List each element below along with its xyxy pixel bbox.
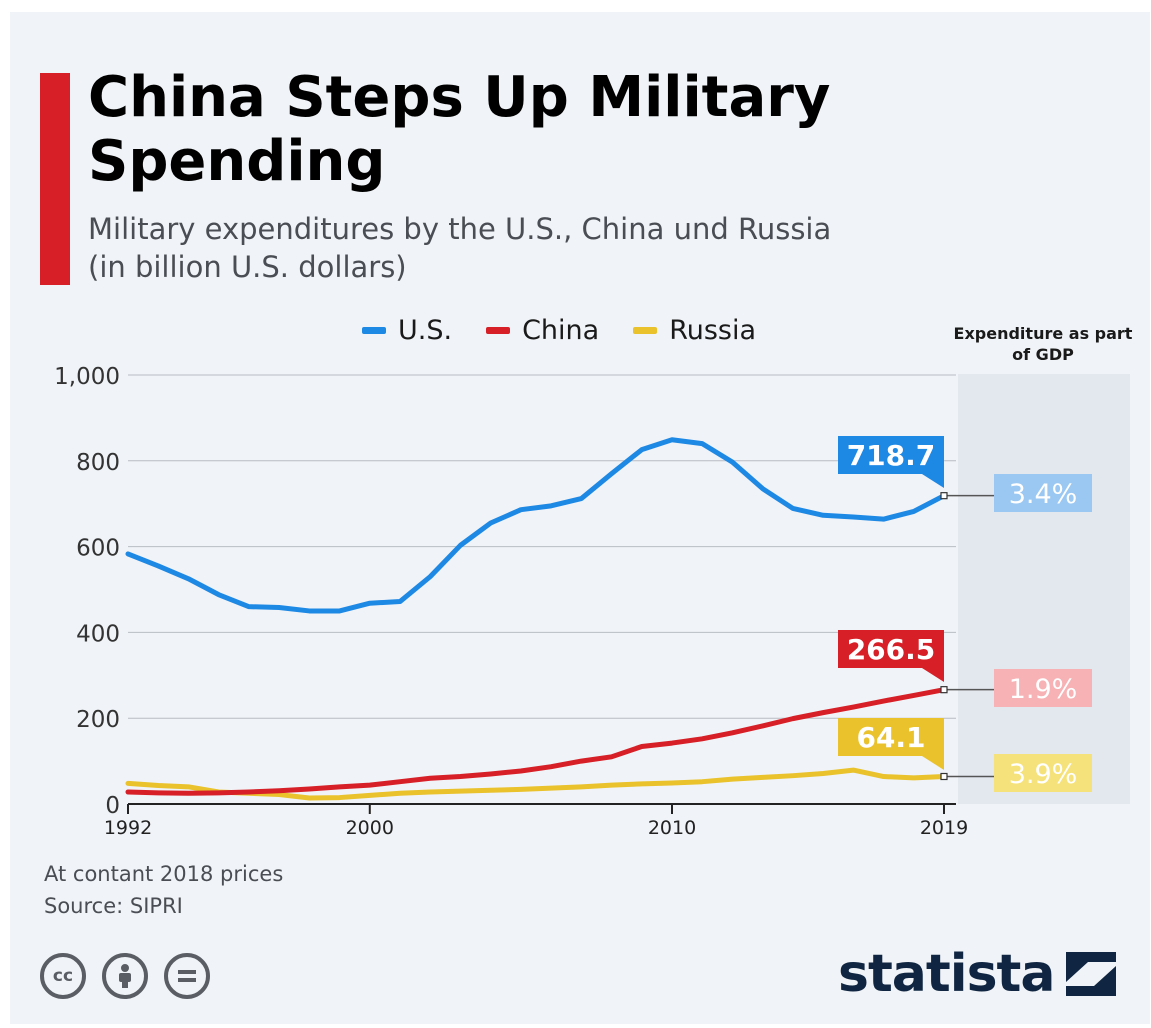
y-tick-label: 0 bbox=[105, 793, 120, 819]
value-callout bbox=[838, 436, 944, 474]
series-line-russia bbox=[125, 767, 947, 801]
nd-icon[interactable] bbox=[164, 953, 210, 999]
legend-swatch-russia bbox=[633, 326, 658, 334]
footnote-source: Source: SIPRI bbox=[44, 894, 183, 918]
y-tick-label: 800 bbox=[76, 450, 120, 476]
chart-subtitle: Military expenditures by the U.S., China… bbox=[88, 212, 832, 284]
value-callout-pointer bbox=[922, 756, 944, 770]
end-point-marker bbox=[940, 492, 948, 500]
x-tick-label: 2000 bbox=[346, 817, 394, 839]
gdp-share-box bbox=[994, 474, 1092, 512]
value-callout-label: 266.5 bbox=[847, 633, 936, 666]
legend-label-us: U.S. bbox=[398, 314, 453, 346]
legend-swatch-china bbox=[486, 326, 511, 334]
statista-logo[interactable]: statista bbox=[838, 944, 1117, 1004]
title-accent-bar bbox=[40, 73, 70, 285]
series-line-us bbox=[125, 437, 947, 614]
y-tick-label: 1,000 bbox=[54, 364, 120, 390]
brand-name: statista bbox=[838, 944, 1055, 1004]
legend-label-china: China bbox=[522, 314, 600, 346]
gdp-share-label: 3.9% bbox=[1009, 759, 1078, 790]
value-callout bbox=[838, 718, 944, 756]
footnote-prices: At contant 2018 prices bbox=[44, 862, 284, 886]
legend-label-russia: Russia bbox=[669, 314, 757, 346]
value-callout-label: 64.1 bbox=[856, 721, 925, 754]
series-line-china bbox=[125, 687, 947, 796]
y-tick-label: 600 bbox=[76, 536, 120, 562]
x-tick-label: 2019 bbox=[920, 817, 968, 839]
legend-item-us: U.S. bbox=[362, 315, 452, 346]
value-callout-label: 718.7 bbox=[847, 439, 936, 472]
end-point-marker bbox=[940, 686, 948, 694]
footnote: At contant 2018 prices Source: SIPRI bbox=[44, 858, 283, 922]
value-callout-pointer bbox=[922, 668, 944, 682]
y-tick-label: 200 bbox=[76, 707, 120, 733]
gdp-panel-header: Expenditure as part of GDP bbox=[953, 324, 1133, 364]
x-tick-label: 1992 bbox=[104, 817, 152, 839]
gdp-share-box bbox=[994, 754, 1092, 792]
legend-item-china: China bbox=[486, 315, 599, 346]
y-tick-label: 400 bbox=[76, 621, 120, 647]
gdp-share-label: 1.9% bbox=[1009, 674, 1078, 705]
gdp-share-box bbox=[994, 669, 1092, 707]
end-point-marker bbox=[940, 772, 948, 781]
statista-logo-icon bbox=[1066, 952, 1117, 996]
value-callout bbox=[838, 630, 944, 668]
gdp-panel bbox=[958, 374, 1130, 804]
by-icon[interactable] bbox=[102, 953, 148, 999]
license-icons: cc bbox=[40, 953, 210, 999]
legend-swatch-us bbox=[362, 326, 386, 334]
gdp-share-label: 3.4% bbox=[1009, 479, 1078, 510]
x-tick-label: 2010 bbox=[648, 817, 696, 839]
cc-icon[interactable]: cc bbox=[40, 953, 86, 999]
value-callout-pointer bbox=[922, 474, 944, 488]
legend-item-russia: Russia bbox=[633, 315, 756, 346]
chart-legend: U.S. China Russia bbox=[362, 310, 756, 350]
chart-title: China Steps Up Military Spending bbox=[88, 65, 831, 194]
